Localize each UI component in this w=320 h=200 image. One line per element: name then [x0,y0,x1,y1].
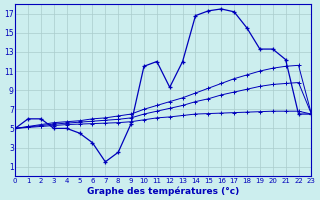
X-axis label: Graphe des températures (°c): Graphe des températures (°c) [87,186,239,196]
